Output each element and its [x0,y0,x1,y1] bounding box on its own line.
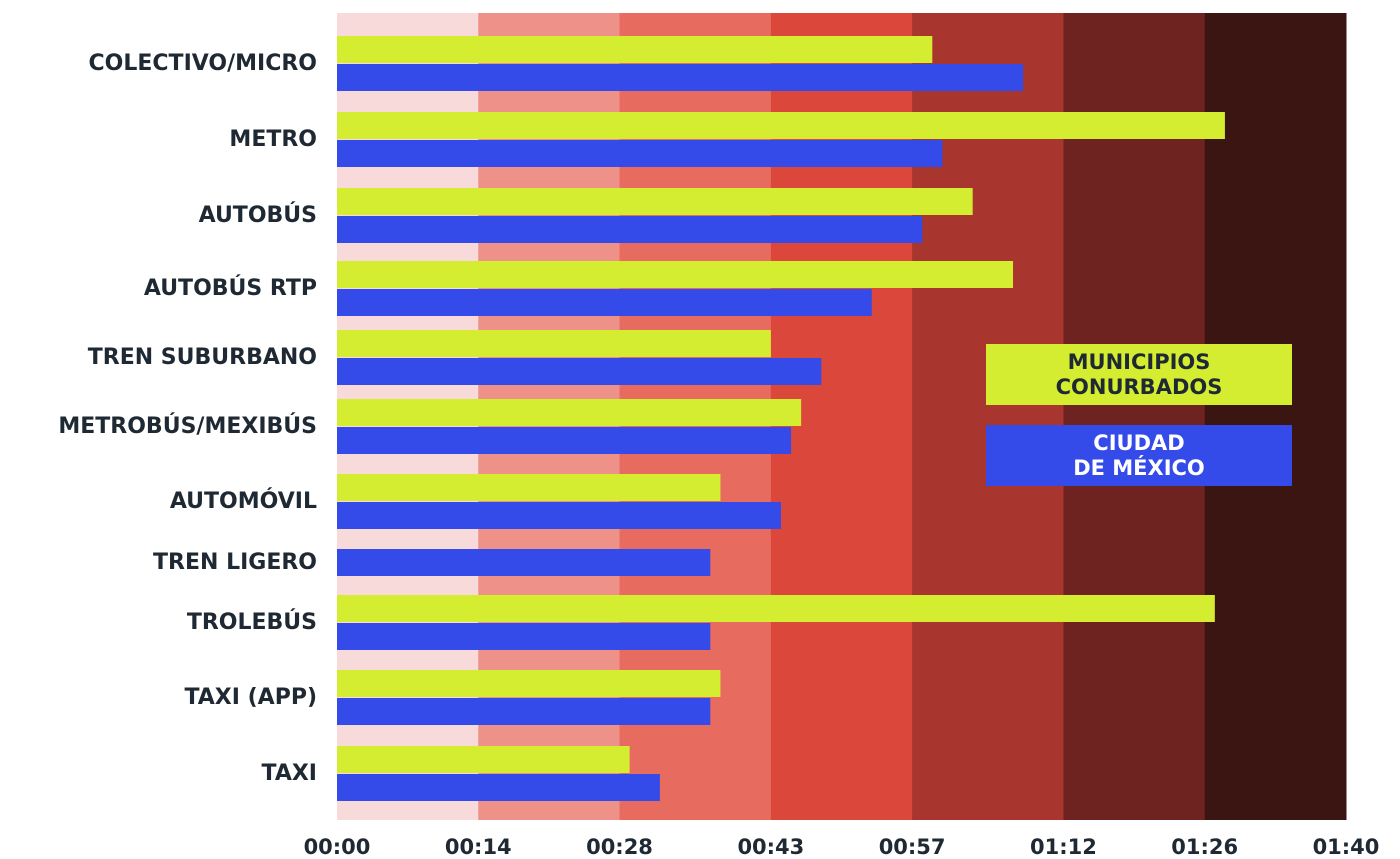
bar-ciudad-de-mexico-tren-ligero [337,549,711,576]
bar-municipios-conurbados-autobus [337,188,973,215]
bar-municipios-conurbados-metrobus-mexibus [337,399,802,426]
legend-label-line: MUNICIPIOS [1067,349,1211,374]
bar-ciudad-de-mexico-taxi [337,774,660,801]
legend-label-line: CONURBADOS [1055,374,1223,399]
legend-label-line: DE MÉXICO [1073,455,1205,480]
category-label: TREN SUBURBANO [88,345,317,370]
bar-ciudad-de-mexico-autobus [337,216,923,243]
category-label: METROBÚS/MEXIBÚS [58,413,317,439]
x-tick-labels: 00:00 00:14 00:28 00:43 00:57 01:12 01:26 01:40 [304,835,1380,859]
bar-ciudad-de-mexico-metro [337,140,943,167]
category-label: AUTOMÓVIL [170,488,317,514]
bar-ciudad-de-mexico-automovil [337,502,781,529]
x-tick-label: 01:12 [1030,835,1097,859]
category-label: COLECTIVO/MICRO [89,51,317,76]
category-label: TROLEBÚS [187,609,317,635]
x-tick-label: 00:28 [586,835,653,859]
category-label: TREN LIGERO [153,550,317,575]
category-label: AUTOBÚS [199,202,317,228]
legend-label-line: CIUDAD [1093,430,1185,455]
background-band [1204,13,1347,820]
x-tick-label: 00:00 [304,835,371,859]
x-tick-label: 01:40 [1313,835,1380,859]
background-band [1063,13,1206,820]
bar-ciudad-de-mexico-tren-suburbano [337,358,822,385]
bar-municipios-conurbados-taxi [337,746,630,773]
bar-municipios-conurbados-metro [337,112,1225,139]
x-tick-label: 00:14 [445,835,512,859]
legend-municipios-conurbados: MUNICIPIOS CONURBADOS [986,344,1292,405]
bar-municipios-conurbados-trolebus [337,595,1215,622]
x-tick-label: 00:57 [879,835,946,859]
bar-municipios-conurbados-autobus-rtp [337,261,1014,288]
bar-ciudad-de-mexico-taxi-app [337,698,711,725]
category-label: TAXI [262,761,317,786]
category-label: AUTOBÚS RTP [144,275,317,301]
bar-ciudad-de-mexico-colectivo-micro [337,64,1024,91]
bar-ciudad-de-mexico-trolebus [337,623,711,650]
bar-municipios-conurbados-tren-suburbano [337,330,771,357]
x-tick-label: 00:43 [737,835,804,859]
bar-municipios-conurbados-colectivo-micro [337,36,933,63]
category-label: METRO [229,127,317,152]
bar-municipios-conurbados-taxi-app [337,670,721,697]
legend-ciudad-de-mexico: CIUDAD DE MÉXICO [986,425,1292,486]
bar-municipios-conurbados-automovil [337,474,721,501]
bar-ciudad-de-mexico-autobus-rtp [337,289,872,316]
bars [337,36,1225,801]
bar-ciudad-de-mexico-metrobus-mexibus [337,427,792,454]
x-tick-label: 01:26 [1171,835,1238,859]
category-label: TAXI (APP) [184,685,317,710]
category-labels: COLECTIVO/MICRO METRO AUTOBÚS AUTOBÚS RTP TR… [58,51,317,786]
